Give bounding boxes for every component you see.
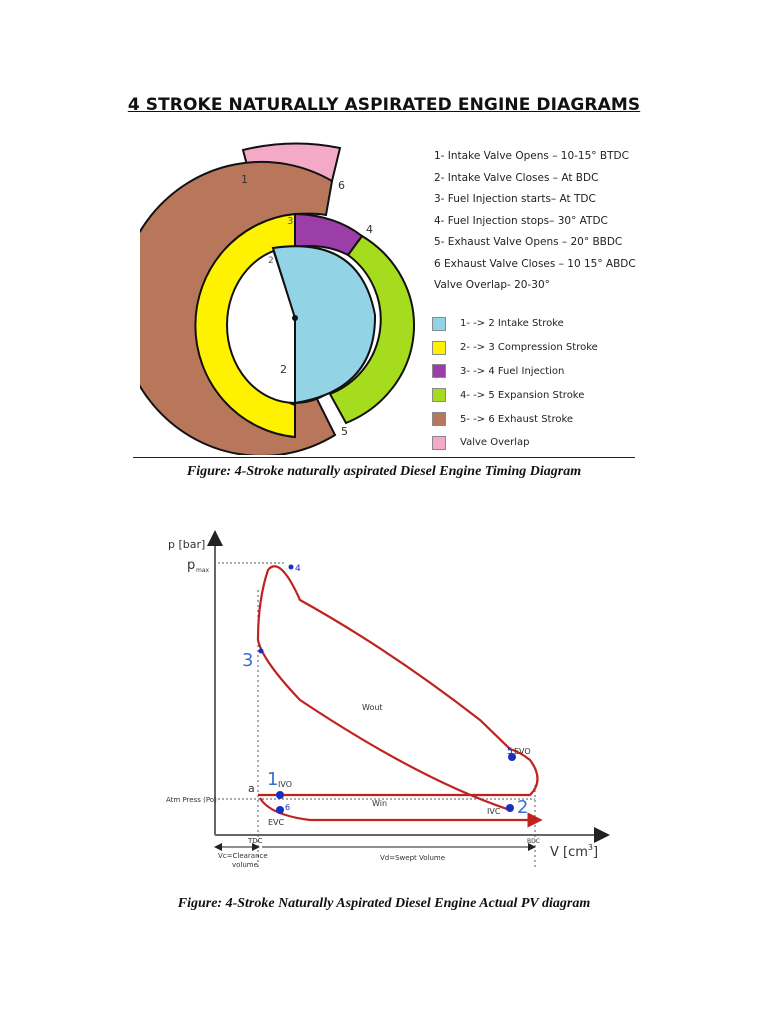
point-label-5: 5 [341, 425, 348, 438]
swatch-icon [432, 364, 446, 379]
expansion-stroke-segment [328, 234, 416, 425]
svg-text:5: 5 [507, 747, 513, 757]
legend-item: 4- -> 5 Expansion Stroke [432, 383, 598, 407]
svg-text:EVC: EVC [268, 818, 285, 827]
svg-text:a: a [248, 782, 255, 795]
svg-text:EVO: EVO [514, 747, 531, 756]
document-title: 4 STROKE NATURALLY ASPIRATED ENGINE DIAG… [127, 95, 641, 115]
event-item: 5- Exhaust Valve Opens – 20° BBDC [434, 236, 623, 248]
point-label-2: 2 [280, 363, 287, 376]
pv-cycle-curve [256, 565, 539, 812]
svg-text:IVC: IVC [487, 807, 501, 816]
event-item: 6 Exhaust Valve Closes – 10 15° ABDC [434, 257, 636, 270]
timing-diagram: 1 6 3 4 2 2 5 [140, 142, 416, 455]
legend-item: 3- -> 4 Fuel Injection [432, 360, 598, 384]
event-item: 4- Fuel Injection stops– 30° ATDC [434, 214, 608, 227]
event-list: 1- Intake Valve Opens – 10-15° BTDC 2- I… [434, 150, 636, 301]
swatch-icon [432, 316, 446, 331]
svg-text:3: 3 [242, 650, 253, 671]
legend-item: Valve Overlap [432, 431, 598, 455]
wout-label: Wout [362, 703, 383, 712]
pv-diagram: p [bar] p max 1 IVO 6 EVC 2 IVC 5 EVO 4 … [166, 530, 610, 870]
event-item: 2- Intake Valve Closes – At BDC [434, 171, 599, 184]
point-label-6: 6 [338, 179, 345, 192]
swatch-icon [432, 412, 446, 427]
pv-caption: Figure: 4-Stroke Naturally Aspirated Die… [177, 896, 591, 911]
svg-text:1: 1 [267, 769, 278, 790]
win-label: Win [372, 799, 387, 808]
svg-text:2: 2 [517, 797, 528, 818]
swatch-icon [432, 340, 446, 355]
svg-text:max: max [196, 567, 210, 574]
point-label-3: 3 [287, 216, 293, 227]
svg-text:IVO: IVO [278, 780, 292, 789]
svg-text:Vd=Swept Volume: Vd=Swept Volume [380, 854, 445, 862]
pmax-label: p [187, 558, 195, 573]
point-label-2-top: 2 [268, 256, 274, 266]
intake-stroke-segment [271, 245, 377, 405]
svg-text:TDC: TDC [247, 837, 263, 845]
timing-caption: Figure: 4-Stroke naturally aspirated Die… [186, 464, 582, 479]
svg-text:6: 6 [285, 803, 290, 812]
legend-item: 2- -> 3 Compression Stroke [432, 336, 598, 360]
legend-item: 5- -> 6 Exhaust Stroke [432, 407, 598, 431]
swatch-icon [432, 435, 446, 450]
event-item: Valve Overlap- 20-30° [434, 279, 550, 291]
svg-text:4: 4 [295, 564, 301, 574]
swatch-icon [432, 388, 446, 403]
point-label-1: 1 [241, 173, 248, 186]
svg-text:volume: volume [232, 861, 258, 869]
stroke-legend: 1- -> 2 Intake Stroke 2- -> 3 Compressio… [432, 312, 598, 455]
svg-text:BDC: BDC [527, 838, 540, 845]
atm-press-label: Atm Press (Po) [166, 796, 217, 804]
event-item: 3- Fuel Injection starts– At TDC [434, 193, 596, 205]
svg-text:Vc=Clearance: Vc=Clearance [218, 852, 268, 860]
point-label-4: 4 [366, 223, 373, 236]
divider [133, 457, 635, 458]
event-item: 1- Intake Valve Opens – 10-15° BTDC [434, 150, 629, 162]
x-axis-label: V [cm3] [550, 843, 598, 860]
legend-item: 1- -> 2 Intake Stroke [432, 312, 598, 336]
y-axis-label: p [bar] [168, 538, 205, 551]
